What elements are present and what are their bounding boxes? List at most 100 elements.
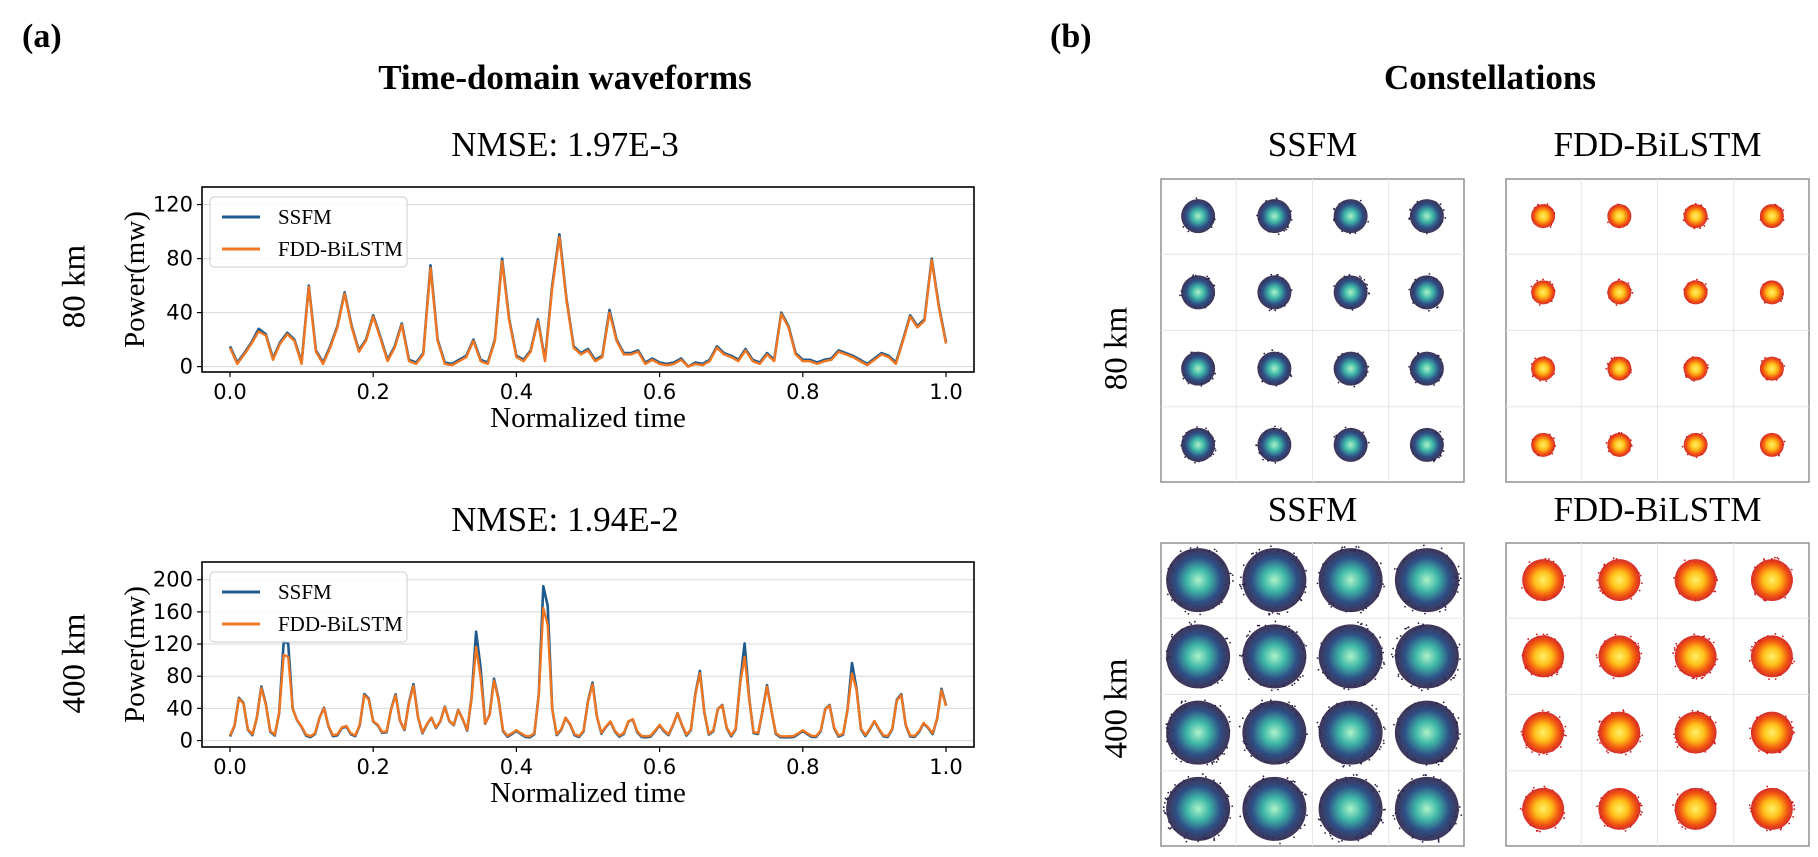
constellation-noise-dot bbox=[1625, 753, 1627, 756]
constellation-symbol bbox=[1409, 199, 1444, 234]
constellation-noise-dot bbox=[1704, 283, 1707, 285]
constellation-noise-dot bbox=[1250, 755, 1253, 757]
x-tick-label: 0.8 bbox=[786, 755, 819, 779]
constellation-noise-dot bbox=[1365, 778, 1368, 781]
constellation-noise-dot bbox=[1792, 815, 1795, 818]
chart-2-title: NMSE: 1.94E-2 bbox=[451, 500, 679, 539]
constellation-noise-dot bbox=[1354, 232, 1357, 235]
constellation-noise-dot bbox=[1408, 218, 1411, 220]
constellation-noise-dot bbox=[1564, 734, 1567, 737]
constellation-noise-dot bbox=[1439, 203, 1442, 206]
constellation-noise-dot bbox=[1444, 608, 1447, 611]
constellation-symbol bbox=[1522, 787, 1565, 830]
constellation-noise-dot bbox=[1297, 679, 1300, 682]
constellation-noise-dot bbox=[1187, 230, 1190, 233]
constellation-noise-dot bbox=[1193, 620, 1196, 623]
constellation-noise-dot bbox=[1708, 638, 1711, 640]
constellation-noise-dot bbox=[1673, 648, 1676, 651]
constellation-noise-dot bbox=[1790, 720, 1793, 723]
constellation-noise-dot bbox=[1392, 647, 1394, 650]
waveform-chart-80km: 0 40 80 120 0.0 0.2 0.4 0.6 0.8 1.0 Normalized tim… bbox=[119, 186, 975, 434]
constellation-noise-dot bbox=[1276, 612, 1279, 615]
constellation-noise-dot bbox=[1454, 674, 1457, 677]
constellation-noise-dot bbox=[1695, 677, 1698, 680]
const-title-r2-c2: FDD-BiLSTM bbox=[1553, 490, 1762, 529]
fdd-series-line bbox=[228, 606, 948, 738]
const-title-r1-c1: SSFM bbox=[1267, 125, 1358, 164]
constellation-symbol bbox=[1318, 548, 1383, 613]
x-tick-label: 0.6 bbox=[643, 380, 676, 404]
x-axis-label: Normalized time bbox=[490, 777, 686, 809]
constellation-symbol bbox=[1531, 204, 1556, 229]
constellation-noise-dot bbox=[1399, 635, 1402, 637]
constellation-noise-dot bbox=[1239, 654, 1241, 657]
constellation-noise-dot bbox=[1376, 785, 1378, 788]
constellation-noise-dot bbox=[1381, 821, 1384, 824]
constellation-noise-dot bbox=[1337, 381, 1340, 384]
constellation-noise-dot bbox=[1703, 635, 1706, 638]
constellation-noise-dot bbox=[1455, 747, 1458, 750]
constellation-noise-dot bbox=[1163, 809, 1165, 812]
constellation-noise-dot bbox=[1357, 621, 1359, 624]
constellation-noise-dot bbox=[1367, 365, 1370, 368]
constellation-noise-dot bbox=[1637, 642, 1640, 645]
constellation-noise-dot bbox=[1676, 746, 1679, 748]
constellation-noise-dot bbox=[1231, 805, 1234, 808]
constellation-noise-dot bbox=[1390, 653, 1393, 656]
constellation-noise-dot bbox=[1424, 612, 1426, 615]
constellation-noise-dot bbox=[1641, 734, 1644, 737]
constellation-noise-dot bbox=[1404, 605, 1406, 608]
constellation-noise-dot bbox=[1226, 747, 1229, 749]
const-row-1-label: 80 km bbox=[1098, 306, 1135, 391]
constellation-noise-dot bbox=[1549, 280, 1552, 283]
constellation-noise-dot bbox=[1206, 763, 1209, 766]
constellation-noise-dot bbox=[1274, 461, 1277, 464]
constellation-noise-dot bbox=[1274, 620, 1277, 623]
constellation-noise-dot bbox=[1378, 790, 1381, 793]
plot-frame bbox=[201, 186, 975, 373]
constellation-noise-dot bbox=[1274, 309, 1277, 312]
constellation-noise-dot bbox=[1305, 569, 1307, 572]
constellation-noise-dot bbox=[1528, 561, 1531, 564]
constellation-noise-dot bbox=[1242, 593, 1245, 596]
constellation-noise-dot bbox=[1782, 209, 1785, 212]
constellation-noise-dot bbox=[1631, 291, 1634, 294]
constellation-symbol bbox=[1257, 275, 1292, 310]
constellation-noise-dot bbox=[1355, 774, 1358, 776]
constellation-noise-dot bbox=[1374, 678, 1377, 681]
constellation-symbol bbox=[1409, 351, 1444, 386]
constellation-noise-dot bbox=[1564, 725, 1567, 728]
constellation-symbol bbox=[1750, 787, 1793, 830]
constellation-symbol bbox=[1683, 204, 1708, 229]
constellation-noise-dot bbox=[1201, 773, 1204, 775]
constellation-noise-dot bbox=[1280, 427, 1282, 430]
constellation-symbol bbox=[1242, 548, 1307, 613]
constellation-noise-dot bbox=[1422, 544, 1425, 547]
constellation-noise-dot bbox=[1379, 562, 1382, 565]
constellation-noise-dot bbox=[1306, 733, 1309, 736]
constellation-noise-dot bbox=[1303, 824, 1306, 827]
legend-label-fdd: FDD-BiLSTM bbox=[278, 237, 403, 261]
constellation-noise-dot bbox=[1301, 675, 1304, 677]
x-tick-label: 1.0 bbox=[929, 755, 962, 779]
constellation-noise-dot bbox=[1532, 786, 1535, 789]
y-tick-label: 40 bbox=[166, 696, 193, 720]
constellation-noise-dot bbox=[1316, 721, 1319, 724]
constellation-noise-dot bbox=[1288, 625, 1290, 628]
constellation-noise-dot bbox=[1640, 813, 1642, 816]
constellation-noise-dot bbox=[1196, 426, 1198, 428]
constellation-noise-dot bbox=[1342, 765, 1345, 768]
constellation-noise-dot bbox=[1343, 687, 1346, 690]
y-tick-label: 80 bbox=[166, 664, 193, 688]
constellation-noise-dot bbox=[1456, 591, 1459, 593]
constellation-symbol bbox=[1607, 280, 1632, 305]
constellation-noise-dot bbox=[1277, 688, 1279, 691]
constellation-noise-dot bbox=[1420, 689, 1423, 692]
constellation-noise-dot bbox=[1211, 377, 1214, 380]
constellation-noise-dot bbox=[1204, 699, 1206, 702]
constellation-noise-dot bbox=[1530, 285, 1533, 288]
constellation-noise-dot bbox=[1696, 278, 1698, 281]
constellation-noise-dot bbox=[1379, 636, 1382, 639]
constellation-noise-dot bbox=[1678, 716, 1681, 719]
constellation-noise-dot bbox=[1393, 818, 1396, 820]
